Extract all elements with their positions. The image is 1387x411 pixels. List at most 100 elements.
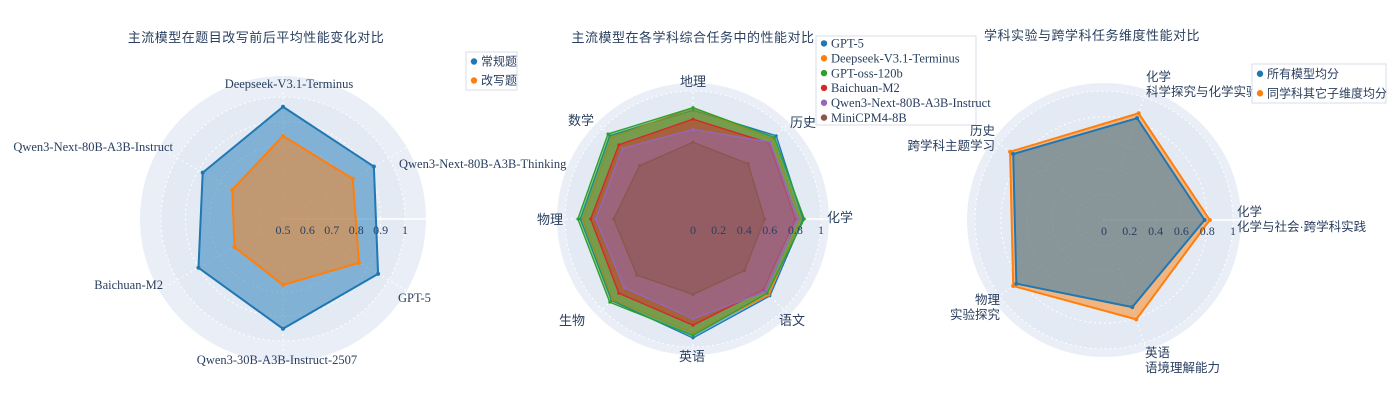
- series-point-minicpm4-8b-物理: [612, 217, 616, 221]
- series-point-所有模型均分-历史: [1011, 152, 1016, 157]
- axis-label-英语: 英语: [679, 349, 705, 364]
- legend-box: [465, 51, 518, 91]
- series-point-gpt-oss-120b-地理: [691, 106, 695, 110]
- axis-label-历史: 历史: [970, 124, 996, 138]
- axis-sublabel-跨学科主题学习: 跨学科主题学习: [907, 138, 995, 153]
- series-point-baichuan-m2-数学: [617, 143, 621, 147]
- series-point-所有模型均分-物理: [1014, 281, 1019, 286]
- series-point-minicpm4-8b-数学: [638, 164, 642, 168]
- series-point-qwen3-next-80b-a3b-instruct-化学: [796, 217, 800, 221]
- series-point-qwen3-next-80b-a3b-instruct-生物: [622, 286, 626, 290]
- grid-ring-0.9: [184, 120, 382, 318]
- axis-label-历史: 历史: [790, 115, 816, 130]
- series-point-gpt-oss-120b-物理: [576, 217, 580, 221]
- series-point-gpt-oss-120b-历史: [772, 136, 776, 140]
- legend-label: Baichuan-M2: [831, 81, 900, 95]
- series-point-minicpm4-8b-语文: [743, 269, 747, 273]
- series-point-改写题-baichuan-m2: [232, 245, 237, 250]
- axis-sublabel-化学与社会-跨学科实践: 化学与社会·跨学科实践: [1237, 219, 1367, 234]
- radial-tick-1: 1: [402, 223, 408, 237]
- series-point-常规题-gpt-5: [376, 271, 381, 276]
- chart2-title: 主流模型在各学科综合任务中的性能对比: [571, 30, 815, 45]
- series-point-改写题-qwen3-next-80b-a3b-instruct: [230, 187, 235, 192]
- legend-item-同学科其它子维度均分[interactable]: 同学科其它子维度均分: [1256, 85, 1387, 100]
- series-point-minicpm4-8b-化学: [763, 217, 767, 221]
- series-point-所有模型均分-英语: [1130, 305, 1135, 310]
- radial-tick-0.4: 0.4: [737, 223, 752, 237]
- legend-marker-icon: [820, 40, 828, 47]
- axis-label-地理: 地理: [680, 74, 706, 89]
- series-point-所有模型均分-化学: [1135, 116, 1140, 121]
- axis-label-gpt-5: GPT-5: [398, 291, 431, 305]
- series-point-minicpm4-8b-生物: [635, 273, 639, 277]
- axis-label-化学: 化学: [827, 210, 853, 225]
- series-point-baichuan-m2-生物: [617, 291, 621, 295]
- radial-tick-0.6: 0.6: [762, 223, 777, 237]
- legend-label: Qwen3-Next-80B-A3B-Instruct: [831, 96, 991, 110]
- legend-marker-icon: [820, 114, 828, 121]
- radial-tick-0.4: 0.4: [1148, 224, 1163, 238]
- legend-item-minicpm4-8b[interactable]: MiniCPM4-8B: [820, 111, 907, 125]
- series-point-baichuan-m2-物理: [589, 217, 593, 221]
- radial-tick-1: 1: [1230, 224, 1236, 238]
- legend-item-baichuan-m2[interactable]: Baichuan-M2: [820, 81, 900, 95]
- legend-item-常规题[interactable]: 常规题: [470, 54, 517, 69]
- legend-item-改写题[interactable]: 改写题: [470, 74, 517, 88]
- series-point-baichuan-m2-英语: [691, 323, 695, 327]
- axis-label-qwen3-next-80b-a3b-instruct: Qwen3-Next-80B-A3B-Instruct: [13, 140, 173, 154]
- legend-marker-icon: [820, 99, 828, 106]
- legend-item-所有模型均分[interactable]: 所有模型均分: [1256, 67, 1339, 81]
- series-point-同学科其它子维度均分-化学: [1207, 218, 1212, 222]
- series-point-同学科其它子维度均分-化学: [1136, 111, 1141, 116]
- series-point-minicpm4-8b-英语: [691, 293, 695, 297]
- series-point-同学科其它子维度均分-物理: [1011, 283, 1016, 288]
- legend-marker-icon: [470, 58, 478, 65]
- legend-item-gpt-5[interactable]: GPT-5: [820, 37, 864, 51]
- axis-label-物理: 物理: [975, 293, 1001, 307]
- series-point-常规题-qwen3-next-80b-a3b-thinking: [371, 164, 376, 169]
- legend-marker-icon: [1256, 90, 1264, 97]
- series-point-改写题-qwen3-next-80b-a3b-thinking: [350, 176, 355, 181]
- series-point-gpt-oss-120b-数学: [606, 132, 610, 136]
- radial-tick-0.7: 0.7: [324, 223, 339, 237]
- legend-item-deepseek-v3-1-terminus[interactable]: Deepseek-V3.1-Terminus: [820, 51, 960, 65]
- series-point-常规题-deepseek-v3-1-terminus: [281, 104, 285, 109]
- radial-tick-0: 0: [1101, 224, 1107, 238]
- series-point-同学科其它子维度均分-历史: [1008, 149, 1013, 154]
- series-point-所有模型均分-化学: [1202, 218, 1207, 222]
- legend-label: 常规题: [481, 54, 517, 69]
- axis-label-化学: 化学: [1146, 69, 1171, 84]
- legend-label: GPT-oss-120b: [831, 66, 903, 80]
- radial-tick-0.6: 0.6: [1174, 224, 1189, 238]
- series-point-qwen3-next-80b-a3b-instruct-历史: [768, 140, 772, 144]
- legend-label: GPT-5: [831, 37, 864, 51]
- series-point-qwen3-next-80b-a3b-instruct-物理: [594, 217, 598, 221]
- series-point-baichuan-m2-地理: [691, 117, 695, 121]
- legend-marker-icon: [470, 77, 478, 84]
- series-point-minicpm4-8b-地理: [691, 140, 695, 144]
- legend-label: MiniCPM4-8B: [831, 111, 907, 125]
- series-point-qwen3-next-80b-a3b-instruct-数学: [620, 146, 624, 150]
- radial-tick-0.8: 0.8: [349, 223, 364, 237]
- axis-label-英语: 英语: [1145, 346, 1170, 360]
- axis-label-qwen3-30b-a3b-instruct-2507: Qwen3-30B-A3B-Instruct-2507: [197, 353, 357, 367]
- series-point-改写题-qwen3-30b-a3b-instruct-2507: [281, 282, 285, 287]
- series-point-gpt-oss-120b-英语: [691, 333, 695, 337]
- radial-tick-0.8: 0.8: [1200, 224, 1215, 238]
- series-point-改写题-gpt-5: [357, 260, 362, 265]
- radial-tick-0.2: 0.2: [711, 223, 726, 237]
- axis-sublabel-实验探究: 实验探究: [950, 307, 1001, 322]
- radial-tick-0.5: 0.5: [276, 223, 291, 237]
- legend-label: 所有模型均分: [1267, 67, 1339, 81]
- legend-item-qwen3-next-80b-a3b-instruct[interactable]: Qwen3-Next-80B-A3B-Instruct: [820, 96, 991, 110]
- legend-box: [1251, 63, 1387, 104]
- axis-sublabel-科学探究与化学实验: 科学探究与化学实验: [1146, 84, 1259, 99]
- legend-label: 同学科其它子维度均分: [1267, 85, 1387, 100]
- axis-label-物理: 物理: [537, 212, 563, 227]
- axis-label-生物: 生物: [559, 313, 585, 328]
- legend-item-gpt-oss-120b[interactable]: GPT-oss-120b: [820, 66, 903, 80]
- legend-label: Deepseek-V3.1-Terminus: [831, 51, 960, 65]
- legend-label: 改写题: [481, 74, 517, 88]
